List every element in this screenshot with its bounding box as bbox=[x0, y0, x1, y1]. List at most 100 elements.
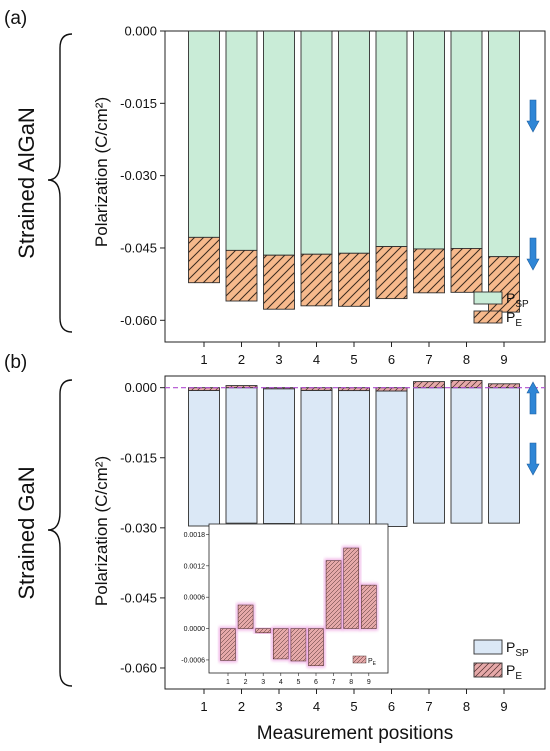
bar-b-pe bbox=[450, 380, 483, 389]
bar-b-psp bbox=[263, 387, 295, 524]
inset-xtick-label: 8 bbox=[349, 679, 353, 686]
bar-a-psp bbox=[263, 30, 295, 256]
inset-ytick-label: 0.0006 bbox=[184, 595, 206, 602]
inset-legend-label: PE bbox=[368, 658, 377, 667]
a-xtick-label: 3 bbox=[275, 352, 282, 367]
a-xtick-label: 8 bbox=[463, 352, 470, 367]
b-xtick-label: 7 bbox=[425, 699, 432, 714]
brace-a bbox=[47, 33, 73, 333]
inset-ytick-label: 0.0000 bbox=[184, 626, 206, 633]
a-ytick-label: 0.000 bbox=[124, 24, 157, 39]
b-ytick-label: -0.060 bbox=[120, 660, 157, 675]
arrow-icon bbox=[526, 381, 540, 415]
a-xtick-label: 2 bbox=[238, 352, 245, 367]
bar-a-psp bbox=[338, 30, 370, 254]
bar-b-psp bbox=[488, 387, 520, 524]
panel-label-b: (b) bbox=[4, 352, 27, 373]
bar-a-psp bbox=[375, 30, 408, 247]
b-xtick-label: 4 bbox=[313, 699, 320, 714]
inset-ytick-label: -0.0006 bbox=[181, 657, 205, 664]
b-xtick-label: 2 bbox=[238, 699, 245, 714]
inset-xtick-label: 9 bbox=[367, 679, 371, 686]
bar-b-psp bbox=[338, 390, 370, 527]
legend-label-a-pe: PE bbox=[506, 309, 522, 329]
bar-a-pe bbox=[450, 248, 483, 293]
a-ytick-label: -0.045 bbox=[120, 240, 157, 255]
xlabel: Measurement positions bbox=[257, 723, 453, 744]
a-ytick-label: -0.015 bbox=[120, 96, 157, 111]
legend-swatch-a-psp bbox=[473, 291, 503, 305]
b-xtick-label: 8 bbox=[463, 699, 470, 714]
bar-a-pe bbox=[413, 248, 445, 294]
panel-label-a: (a) bbox=[4, 8, 27, 29]
inset-xtick-label: 3 bbox=[261, 679, 265, 686]
bar-a-pe bbox=[300, 253, 333, 307]
arrow-icon bbox=[526, 99, 540, 133]
inset-bar-pe bbox=[360, 584, 377, 629]
inset-bar-pe bbox=[237, 604, 254, 629]
bar-b-psp bbox=[225, 387, 258, 524]
inset-bar-pe bbox=[272, 628, 289, 660]
bar-b-psp bbox=[375, 390, 408, 527]
bar-a-pe bbox=[263, 254, 295, 310]
bar-b-pe bbox=[188, 387, 220, 391]
arrow-icon bbox=[526, 442, 540, 476]
bar-a-psp bbox=[450, 30, 483, 249]
side-label-b: Strained GaN bbox=[14, 466, 39, 599]
inset-xtick-label: 2 bbox=[244, 679, 248, 686]
inset-bar-pe bbox=[290, 628, 307, 662]
inset-bar-pe bbox=[343, 547, 360, 629]
inset-legend-swatch bbox=[352, 655, 367, 664]
legend-swatch-b-psp bbox=[473, 639, 503, 655]
b-ytick-label: -0.045 bbox=[120, 590, 157, 605]
bar-b-pe bbox=[300, 387, 333, 391]
bar-a-pe bbox=[375, 246, 408, 300]
inset-xtick-label: 6 bbox=[314, 679, 318, 686]
inset-bar-pe bbox=[308, 628, 324, 666]
b-frame bbox=[164, 375, 546, 690]
inset-plot: 0.0018 0.0012 0.0006 0.0000 -0.0006 1 2 3 4 5 6 7 8 9… bbox=[181, 523, 389, 686]
bar-a-psp bbox=[300, 30, 333, 255]
bar-a-psp bbox=[225, 30, 258, 251]
bar-b-psp bbox=[188, 390, 220, 527]
b-xtick-label: 5 bbox=[350, 699, 357, 714]
inset-bar-pe bbox=[325, 560, 342, 629]
bar-a-pe bbox=[338, 252, 370, 307]
inset-xtick-label: 7 bbox=[332, 679, 336, 686]
b-xtick-label: 1 bbox=[200, 699, 207, 714]
bar-a-pe bbox=[225, 249, 258, 302]
inset-bar-pe bbox=[220, 628, 236, 661]
ylabel-b: Polarization (C/cm²) bbox=[92, 456, 111, 606]
a-ytick-label: -0.060 bbox=[120, 313, 157, 328]
inset-xtick-label: 5 bbox=[296, 679, 300, 686]
inset-ytick-label: 0.0018 bbox=[184, 532, 206, 539]
bar-a-psp bbox=[488, 30, 520, 258]
inset-xtick-label: 4 bbox=[279, 679, 283, 686]
a-xtick-label: 9 bbox=[500, 352, 507, 367]
panel-b-plot: 0.000 -0.015 -0.030 -0.045 -0.060 1 2 3 4 5 6 7 8 9 PS… bbox=[120, 375, 546, 714]
bar-a-psp bbox=[413, 30, 445, 250]
inset-xtick-label: 1 bbox=[226, 679, 230, 686]
a-xtick-label: 6 bbox=[388, 352, 395, 367]
a-xtick-label: 7 bbox=[425, 352, 432, 367]
bar-b-pe bbox=[413, 381, 445, 389]
b-ytick-label: -0.015 bbox=[120, 450, 157, 465]
b-xtick-label: 9 bbox=[500, 699, 507, 714]
bar-b-psp bbox=[450, 387, 483, 524]
brace-b bbox=[47, 379, 73, 687]
a-xtick-label: 5 bbox=[350, 352, 357, 367]
arrow-icon bbox=[526, 237, 540, 271]
bar-b-psp bbox=[413, 387, 445, 524]
a-xtick-label: 1 bbox=[200, 352, 207, 367]
b-ytick-label: 0.000 bbox=[124, 380, 157, 395]
legend-label-a-psp: PSP bbox=[506, 290, 529, 310]
side-label-a: Strained AlGaN bbox=[14, 107, 39, 259]
legend-label-b-pe: PE bbox=[506, 662, 522, 682]
a-xtick-label: 4 bbox=[313, 352, 320, 367]
b-ytick-label: -0.030 bbox=[120, 520, 157, 535]
bar-a-psp bbox=[188, 30, 220, 238]
bar-a-pe bbox=[188, 236, 220, 284]
inset-bar-pe bbox=[255, 628, 271, 634]
inset-ytick-label: 0.0012 bbox=[184, 563, 206, 570]
